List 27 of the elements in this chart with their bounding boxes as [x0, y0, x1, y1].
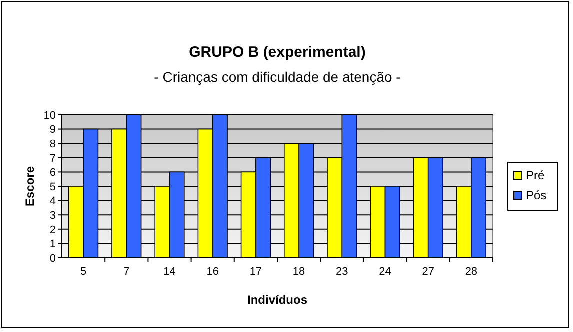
x-tick-label: 5: [80, 266, 87, 278]
y-tick-label: 2: [50, 224, 56, 236]
y-tick-label: 7: [50, 152, 56, 165]
y-tick-label: 8: [50, 138, 56, 150]
y-axis-title: Escore: [23, 166, 37, 207]
x-tick-label: 17: [250, 266, 262, 278]
legend-label: Pós: [526, 188, 547, 203]
y-tick-label: 1: [50, 238, 56, 251]
x-tick-label: 18: [292, 266, 306, 278]
chart-subtitle: - Crianças com dificuldade de atenção -: [154, 69, 402, 85]
y-tick-label: 10: [44, 110, 56, 122]
legend-label: Pré: [526, 168, 545, 183]
chart-title: GRUPO B (experimental): [189, 44, 366, 61]
x-axis-title: Indivíduos: [248, 293, 308, 307]
x-tick-label: 27: [422, 266, 434, 278]
y-tick-label: 6: [50, 167, 56, 180]
y-tick-label: 4: [50, 196, 56, 208]
x-tick-label: 24: [379, 266, 392, 278]
y-tick-label: 0: [50, 252, 56, 265]
x-tick-label: 28: [465, 266, 478, 278]
y-tick-label: 5: [50, 181, 56, 194]
y-tick-label: 3: [50, 210, 56, 222]
x-tick-label: 14: [164, 266, 176, 278]
x-tick-label: 7: [124, 266, 130, 278]
x-tick-label: 16: [206, 266, 219, 278]
x-tick-label: 23: [336, 266, 348, 278]
y-tick-label: 9: [50, 124, 56, 136]
